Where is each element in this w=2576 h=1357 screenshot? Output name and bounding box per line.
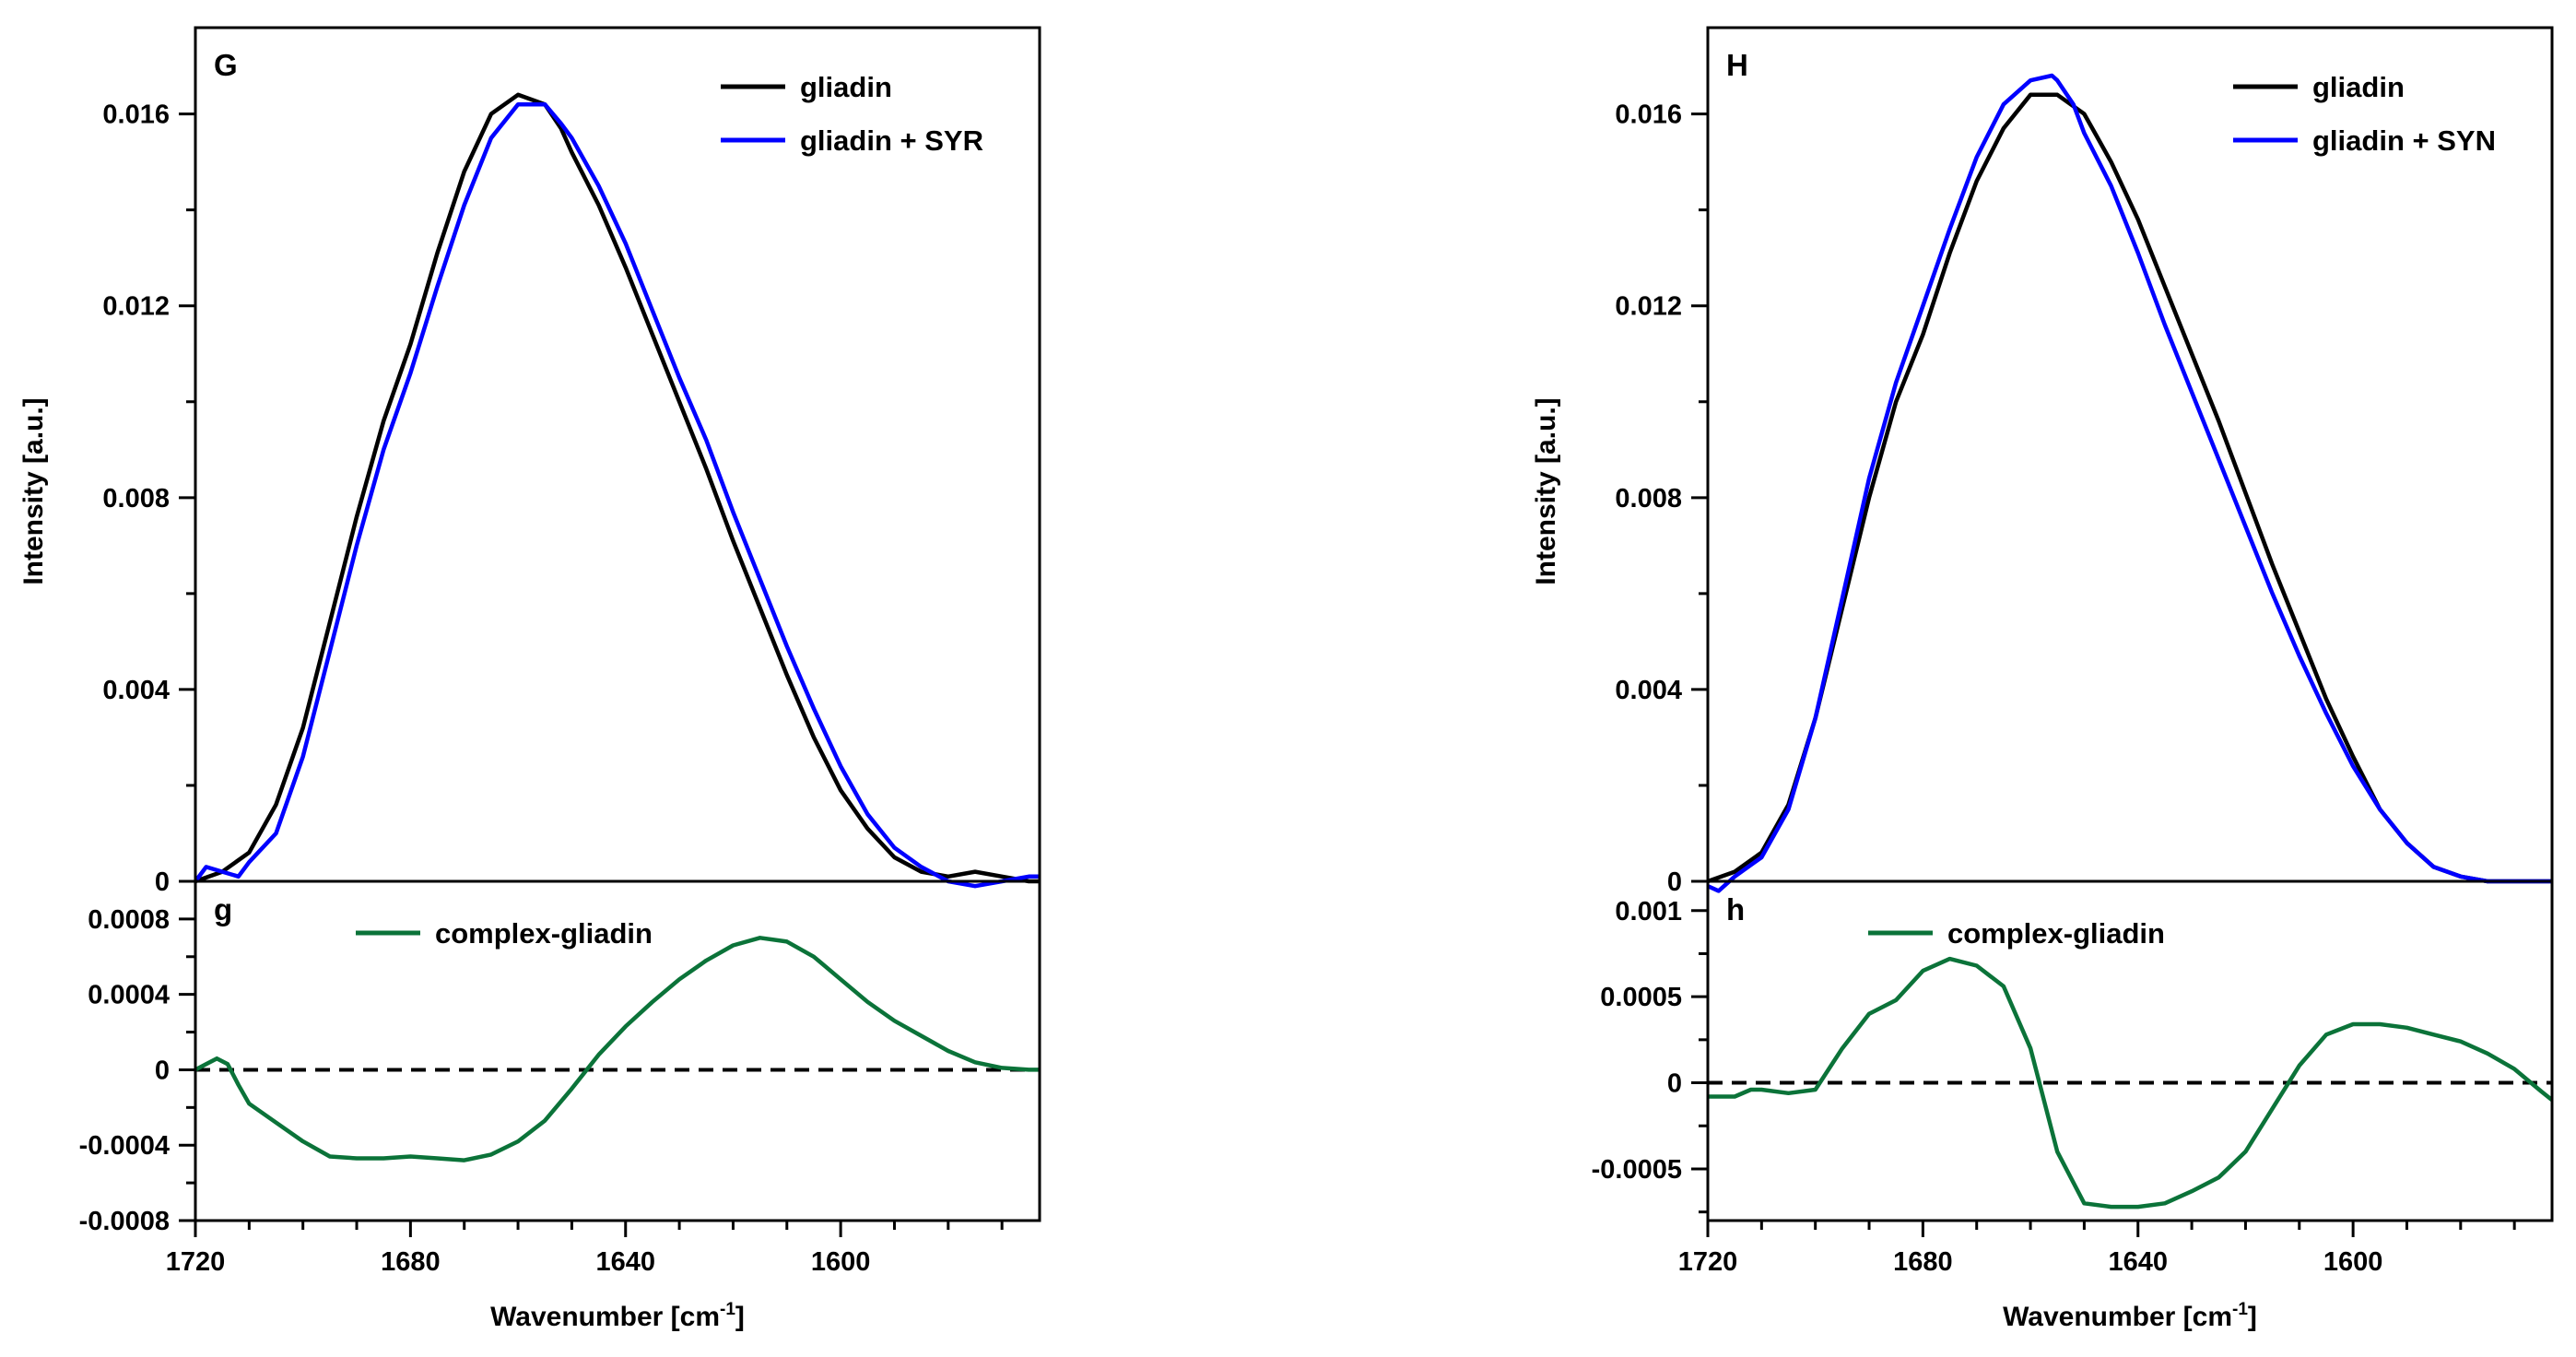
x-tick-label: 1600 — [2323, 1247, 2383, 1277]
top-y-tick-label: 0 — [1667, 867, 1682, 897]
legend-label: gliadin — [2312, 71, 2405, 103]
top-y-tick-label: 0 — [155, 867, 170, 897]
series-line-gliadin-syr — [195, 101, 1040, 889]
panel-letter-top: H — [1726, 48, 1748, 82]
legend-label: complex-gliadin — [435, 917, 653, 950]
bottom-y-tick-label: 0.001 — [1615, 897, 1682, 926]
x-axis-title-text: Wavenumber [cm — [490, 1302, 720, 1332]
x-axis-title: Wavenumber [cm-1] — [490, 1300, 745, 1332]
top-y-tick-label: 0.016 — [102, 100, 170, 130]
legend-label: gliadin + SYR — [800, 124, 983, 157]
panel-g-chart: 1720 1680 1640 1600 0 0.004 0.008 0.012 0.016 -0.… — [18, 26, 1041, 1332]
bottom-y-tick-label: 0 — [155, 1056, 170, 1085]
legend-label: complex-gliadin — [1947, 917, 2165, 950]
top-y-tick-label: 0.008 — [1615, 484, 1682, 513]
bottom-y-tick-label: 0.0008 — [88, 905, 170, 935]
bottom-plot-frame — [1706, 879, 2554, 1222]
x-tick-label: 1720 — [1678, 1247, 1738, 1277]
bottom-y-tick-label: -0.0005 — [1592, 1155, 1682, 1185]
x-tick-label: 1640 — [595, 1247, 655, 1277]
bottom-y-tick-label: 0 — [1667, 1069, 1682, 1099]
bottom-y-tick-label: 0.0005 — [1600, 983, 1682, 1012]
bottom-y-tick-label: -0.0004 — [79, 1131, 170, 1161]
top-y-tick-label: 0.004 — [102, 676, 170, 705]
x-axis-title-end: ] — [2248, 1302, 2257, 1332]
x-axis-title-text: Wavenumber [cm — [2003, 1302, 2232, 1332]
x-tick-label: 1680 — [1893, 1247, 1953, 1277]
top-y-tick-label: 0.012 — [102, 292, 170, 322]
panel-h-chart: 1720 1680 1640 1600 0 0.004 0.008 0.012 0.016 -0.… — [1531, 26, 2554, 1332]
series-line-gliadin — [1708, 92, 2552, 884]
top-y-tick-label: 0.004 — [1615, 676, 1682, 705]
y-axis-title: Intensity [a.u.] — [18, 397, 49, 584]
x-tick-label: 1600 — [811, 1247, 871, 1277]
series-line-complex-gliadin — [1708, 956, 2552, 1210]
bottom-y-tick-label: 0.0004 — [88, 981, 170, 1010]
top-y-tick-label: 0.008 — [102, 484, 170, 513]
x-tick-label: 1640 — [2108, 1247, 2168, 1277]
panel-letter-bottom: h — [1726, 892, 1745, 926]
top-y-tick-label: 0.012 — [1615, 292, 1682, 322]
x-axis-title-end: ] — [735, 1302, 745, 1332]
series-line-gliadin — [195, 92, 1040, 884]
bottom-plot-frame — [194, 879, 1041, 1222]
series-line-complex-gliadin — [195, 936, 1040, 1162]
legend-label: gliadin + SYN — [2312, 124, 2496, 157]
series-line-gliadin-syn — [1708, 73, 2552, 893]
legend-label: gliadin — [800, 71, 892, 103]
x-tick-label: 1680 — [381, 1247, 441, 1277]
x-tick-label: 1720 — [166, 1247, 226, 1277]
y-axis-title: Intensity [a.u.] — [1531, 397, 1561, 584]
top-y-tick-label: 0.016 — [1615, 100, 1682, 130]
x-axis-title: Wavenumber [cm-1] — [2003, 1300, 2257, 1332]
x-axis-title-superscript: -1 — [720, 1300, 735, 1319]
panel-letter-top: G — [214, 48, 238, 82]
bottom-y-tick-label: -0.0008 — [79, 1207, 170, 1236]
x-axis-title-superscript: -1 — [2232, 1300, 2248, 1319]
panel-letter-bottom: g — [214, 892, 232, 926]
